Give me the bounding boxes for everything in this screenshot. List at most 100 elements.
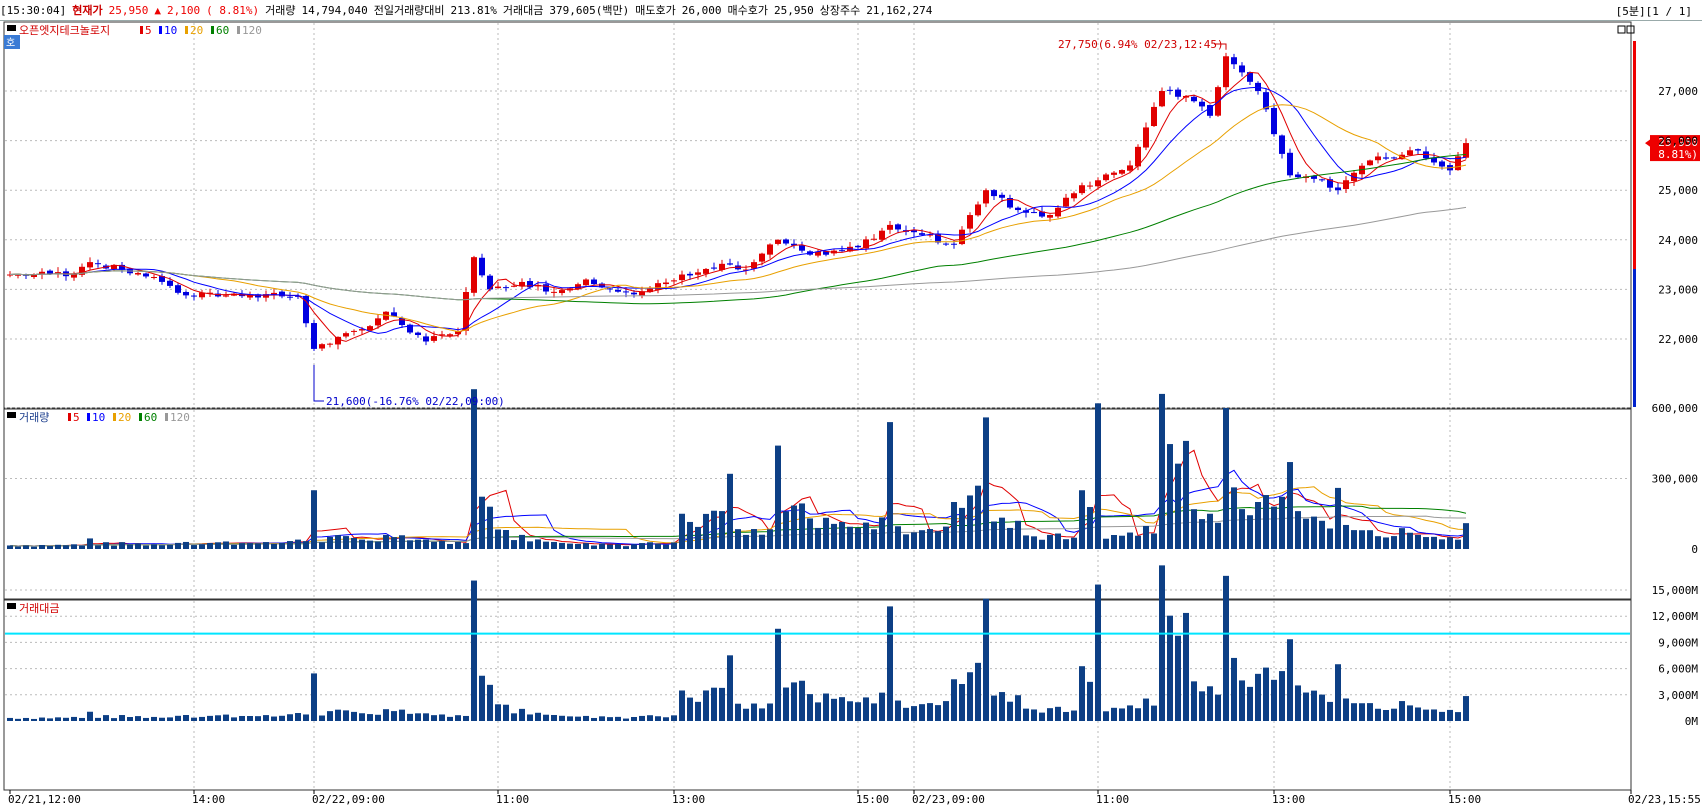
- amount-bar: [1319, 694, 1325, 721]
- amount-bar: [383, 709, 389, 721]
- volume-bar: [1039, 539, 1045, 549]
- period-selector[interactable]: [5분][1 / 1]: [1615, 5, 1692, 18]
- ma-legend-label: 120: [170, 411, 190, 424]
- candle-body: [575, 284, 581, 290]
- candle-body: [879, 230, 885, 240]
- candle-body: [1271, 107, 1277, 135]
- candle-body: [495, 286, 501, 289]
- volume-bar: [783, 511, 789, 549]
- candle-body: [343, 333, 349, 337]
- amount-bar: [359, 713, 365, 721]
- x-tick-label: 15:00: [1448, 793, 1481, 806]
- volume-bar: [919, 530, 925, 549]
- candle-body: [1103, 174, 1109, 181]
- candle-body: [1223, 56, 1229, 88]
- candle-body: [511, 285, 517, 287]
- amount-bar: [1423, 709, 1429, 721]
- volume-bar: [927, 529, 933, 549]
- x-tick-label: 02/22,09:00: [312, 793, 385, 806]
- volume-bar: [1463, 523, 1469, 549]
- volume-bar: [311, 490, 317, 549]
- volume-bar: [151, 544, 157, 549]
- svg-text:거래대금: 거래대금: [19, 602, 59, 615]
- volume-bar: [1351, 530, 1357, 549]
- amount-bar: [55, 717, 61, 721]
- amount-y-tick: 15,000M: [1652, 584, 1699, 597]
- candle-body: [615, 289, 621, 292]
- volume-panel-menu-icon[interactable]: [7, 412, 16, 418]
- amount-y-tick: 0M: [1685, 715, 1699, 728]
- price-y-tick: 22,000: [1658, 333, 1698, 346]
- amount-bar: [191, 717, 197, 721]
- volume-bar: [1031, 536, 1037, 549]
- volume-bar: [399, 535, 405, 549]
- candle-body: [1239, 65, 1245, 73]
- amount-panel-menu-icon[interactable]: [7, 603, 16, 609]
- amount-bar: [103, 715, 109, 721]
- amount-bar: [607, 717, 613, 721]
- candle-body: [1135, 146, 1141, 167]
- volume-bar: [319, 542, 325, 549]
- amount-bar: [967, 672, 973, 721]
- panel-menu-icon[interactable]: [7, 25, 16, 31]
- ma-legend-swatch: [237, 26, 240, 34]
- candle-body: [95, 263, 101, 265]
- amount-bar: [1167, 615, 1173, 721]
- amount-bar: [407, 713, 413, 721]
- volume-bar: [871, 529, 877, 549]
- volume-bar: [287, 541, 293, 549]
- amount-bar: [1207, 686, 1213, 721]
- candle-body: [695, 272, 701, 275]
- panel-window-controls[interactable]: [1617, 25, 1635, 34]
- amount-bar: [1279, 671, 1285, 721]
- amount-bar: [1039, 712, 1045, 721]
- ma-legend-label: 60: [216, 24, 229, 37]
- volume-bar: [1111, 534, 1117, 549]
- amount-bar: [1159, 565, 1165, 721]
- x-tick-label: 02/23,15:55: [1628, 793, 1701, 806]
- volume-bar: [1135, 535, 1141, 549]
- amount-bar: [543, 714, 549, 721]
- amount-bar: [319, 715, 325, 721]
- amount-bar: [1239, 680, 1245, 721]
- ma-legend-swatch: [211, 26, 214, 34]
- stock-chart[interactable]: 호 오픈엣지테크놀로지 5 10 20 60 120 거래량 5 10 20 60 120 거래…: [0, 21, 1702, 807]
- candle-body: [607, 288, 613, 290]
- ma-legend-label: 120: [242, 24, 262, 37]
- amount-bar: [855, 702, 861, 721]
- candle-body: [135, 272, 141, 275]
- volume-bar: [1247, 515, 1253, 549]
- amount-bar: [1255, 673, 1261, 721]
- amount-value: 379,605(백만): [549, 4, 630, 17]
- amount-bar: [415, 713, 421, 721]
- amount-bar: [1143, 698, 1149, 721]
- amount-bar: [1295, 685, 1301, 721]
- candle-body: [671, 280, 677, 282]
- volume-bar: [1335, 487, 1341, 549]
- quote-badge[interactable]: [4, 35, 20, 49]
- volume-bar: [975, 485, 981, 549]
- price-range-bar-red: [1633, 41, 1636, 276]
- volume-bar: [1079, 490, 1085, 549]
- candle-body: [527, 281, 533, 288]
- volume-bar: [207, 542, 213, 549]
- candle-body: [679, 274, 685, 281]
- current-price-tag-pct: ( 8.81%): [1645, 148, 1698, 161]
- candle-body: [439, 334, 445, 336]
- volume-bar: [551, 541, 557, 549]
- ma-legend-label: 10: [92, 411, 105, 424]
- volume-bar: [47, 545, 53, 549]
- quote-time: [15:30:04]: [0, 3, 67, 17]
- candle-body: [55, 272, 61, 274]
- volume-bar: [455, 541, 461, 549]
- amount-bar: [703, 690, 709, 721]
- volume-bar: [863, 522, 869, 549]
- volume-bar: [359, 539, 365, 549]
- candle-body: [455, 331, 461, 335]
- candle-body: [367, 326, 373, 331]
- volume-bar: [719, 511, 725, 549]
- candle-body: [743, 269, 749, 271]
- volume-bar: [263, 542, 269, 549]
- amount-label: 거래대금: [502, 4, 544, 17]
- candle-body: [1335, 187, 1341, 191]
